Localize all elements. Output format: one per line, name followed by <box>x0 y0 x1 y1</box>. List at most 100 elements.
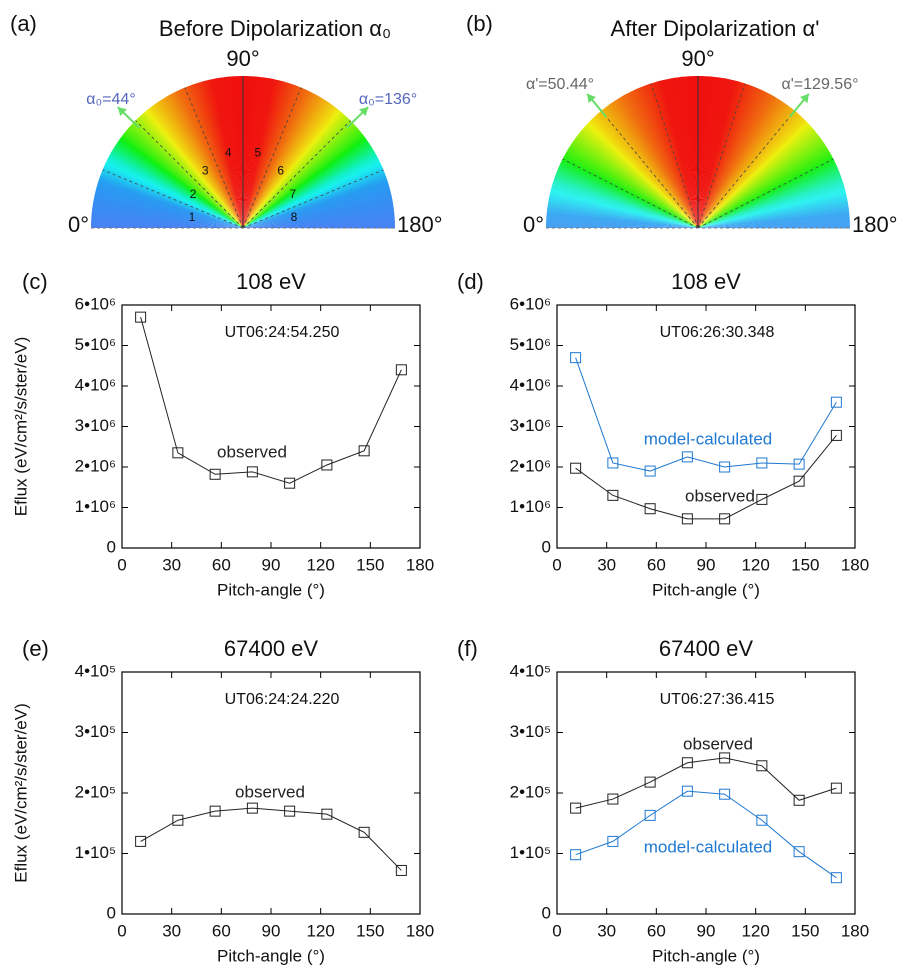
color-wedge <box>566 149 698 228</box>
sector-label: 5 <box>254 146 261 160</box>
sector-label: 7 <box>290 187 297 201</box>
color-wedge <box>624 93 698 228</box>
color-wedge <box>698 186 845 228</box>
color-wedge <box>243 101 331 228</box>
color-wedge <box>698 95 775 229</box>
color-wedge <box>698 120 808 228</box>
color-wedge <box>698 97 779 228</box>
color-wedge <box>243 220 395 228</box>
data-marker <box>793 475 805 487</box>
data-marker <box>135 835 147 847</box>
dashed-line <box>135 120 244 229</box>
color-wedge <box>698 222 850 228</box>
dashed-line <box>697 83 746 229</box>
color-wedge <box>243 198 393 228</box>
color-wedge <box>235 76 243 228</box>
color-wedge <box>243 158 380 228</box>
color-wedge <box>698 106 792 228</box>
data-marker <box>756 760 768 772</box>
color-wedge <box>698 93 773 229</box>
dashed-line <box>102 169 244 229</box>
data-marker <box>719 461 731 473</box>
sector-label: 2 <box>190 187 197 201</box>
color-wedge <box>676 77 698 228</box>
color-wedge <box>243 222 395 228</box>
x-tick-label: 60 <box>647 555 666 574</box>
color-wedge <box>243 166 384 228</box>
color-wedge <box>243 163 383 228</box>
color-wedge <box>243 173 387 228</box>
right-label: 180° <box>397 212 443 237</box>
data-marker <box>172 447 184 459</box>
color-wedge <box>243 201 394 228</box>
color-wedge <box>121 134 243 228</box>
color-wedge <box>112 147 243 228</box>
x-tick-label: 0 <box>552 921 561 940</box>
timestamp: UT06:24:54.250 <box>225 324 340 341</box>
series-line <box>575 357 837 472</box>
color-wedge <box>196 82 243 229</box>
y-tick-label: 4•10⁶ <box>510 375 551 394</box>
color-wedge <box>243 214 395 228</box>
y-tick-label: 0 <box>542 903 551 922</box>
y-tick-label: 1•10⁶ <box>75 497 116 516</box>
color-wedge <box>243 116 349 228</box>
data-marker <box>284 805 296 817</box>
x-tick-label: 60 <box>212 555 231 574</box>
color-wedge <box>118 138 243 228</box>
color-wedge <box>698 168 840 228</box>
series-label: observed <box>685 486 755 505</box>
color-wedge <box>232 76 243 229</box>
color-wedge <box>243 161 381 228</box>
x-tick-label: 180 <box>406 921 434 940</box>
color-wedge <box>243 191 392 228</box>
color-wedge <box>698 134 820 228</box>
color-wedge <box>666 78 698 228</box>
color-wedge <box>243 156 379 228</box>
color-wedge <box>698 101 786 228</box>
color-wedge <box>243 143 371 228</box>
color-wedge <box>668 78 698 228</box>
color-wedge <box>698 161 836 228</box>
panel-label: (a) <box>10 11 37 36</box>
panel-label: (e) <box>22 636 49 661</box>
color-wedge <box>608 103 698 228</box>
data-marker <box>570 802 582 814</box>
color-wedge <box>604 106 698 228</box>
color-wedge <box>698 217 850 228</box>
color-wedge <box>243 154 378 228</box>
data-marker <box>321 808 333 820</box>
x-tick-label: 180 <box>406 555 434 574</box>
color-wedge <box>698 209 850 228</box>
color-wedge <box>153 103 243 228</box>
color-wedge <box>698 116 804 228</box>
color-wedge <box>698 176 842 228</box>
color-wedge <box>698 130 817 228</box>
color-wedge <box>687 76 698 229</box>
data-marker <box>681 451 693 463</box>
color-wedge <box>155 101 243 228</box>
data-marker <box>570 352 582 364</box>
x-tick-label: 150 <box>356 555 384 574</box>
color-wedge <box>164 96 243 229</box>
color-wedge <box>151 104 243 228</box>
color-wedge <box>143 111 243 228</box>
chart-title: 67400 eV <box>224 636 319 661</box>
data-marker <box>830 782 842 794</box>
color-wedge <box>613 100 698 228</box>
color-wedge <box>243 217 395 228</box>
color-wedge <box>203 80 243 228</box>
color-wedge <box>243 130 362 228</box>
timestamp: UT06:27:36.415 <box>660 691 775 708</box>
x-axis-label: Pitch-angle (°) <box>652 580 760 599</box>
color-wedge <box>698 163 838 228</box>
panel-label: (d) <box>457 269 484 294</box>
y-tick-label: 0 <box>107 537 116 556</box>
color-wedge <box>126 127 243 228</box>
x-tick-label: 0 <box>552 555 561 574</box>
color-wedge <box>243 111 344 228</box>
color-wedge <box>698 220 850 228</box>
color-wedge <box>698 171 841 228</box>
color-wedge <box>243 193 392 228</box>
color-wedge <box>573 138 698 228</box>
